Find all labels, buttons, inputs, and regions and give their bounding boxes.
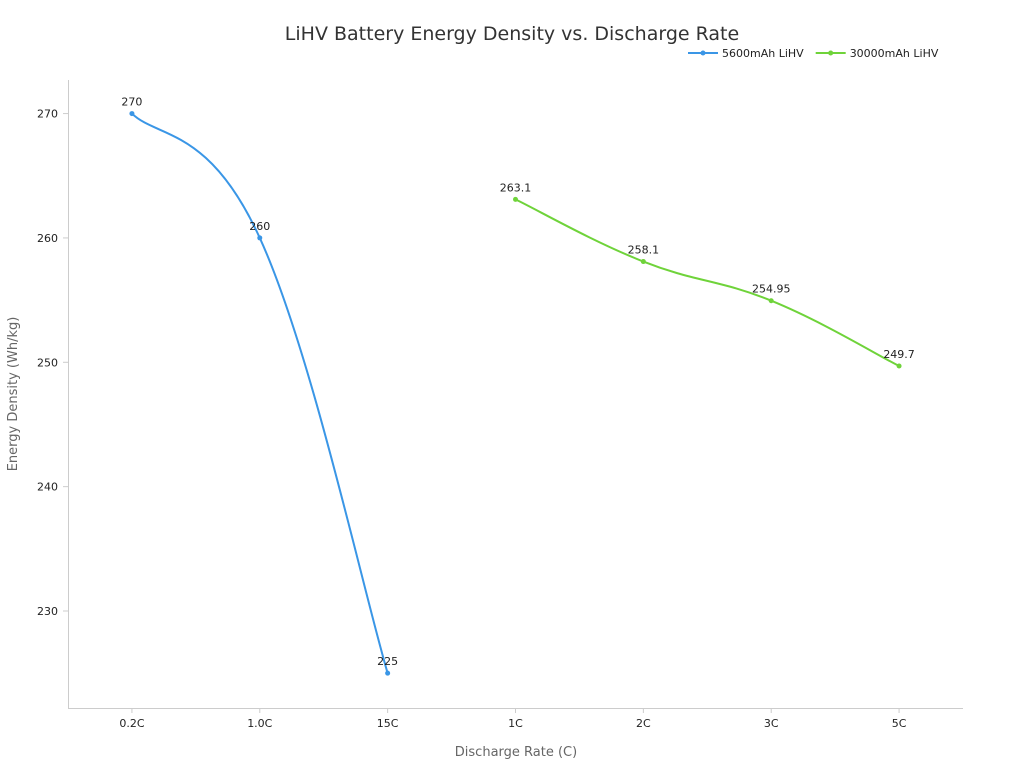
x-axis-title: Discharge Rate (C) xyxy=(455,745,577,760)
legend-item[interactable]: 30000mAh LiHV xyxy=(815,47,939,60)
x-tick-label: 1C xyxy=(508,717,523,730)
legend-label: 5600mAh LiHV xyxy=(722,47,804,60)
data-point[interactable] xyxy=(640,259,646,265)
data-point[interactable] xyxy=(385,670,391,676)
data-point[interactable] xyxy=(768,298,774,304)
legend-marker xyxy=(700,50,706,56)
series-2: 263.1 258.1 254.95 249.7 xyxy=(500,181,915,369)
data-label: 263.1 xyxy=(500,181,532,194)
data-label: 249.7 xyxy=(883,348,915,361)
series-1: 270 260 225 xyxy=(121,96,398,676)
x-tick-label: 3C xyxy=(764,717,779,730)
legend-label: 30000mAh LiHV xyxy=(850,47,939,60)
y-axis-title: Energy Density (Wh/kg) xyxy=(6,317,21,472)
series-line xyxy=(131,112,389,674)
y-tick-label: 230 xyxy=(37,605,58,618)
series-line xyxy=(515,198,900,367)
x-tick-label: 0.2C xyxy=(119,717,144,730)
data-point[interactable] xyxy=(513,196,518,202)
y-tick-label: 270 xyxy=(37,108,58,121)
data-point[interactable] xyxy=(896,363,902,369)
x-tick-label: 2C xyxy=(636,717,651,730)
data-label: 258.1 xyxy=(628,244,660,257)
x-tick-label: 1.0C xyxy=(247,717,272,730)
x-tick-label: 15C xyxy=(377,717,399,730)
data-label: 260 xyxy=(249,220,270,233)
data-label: 254.95 xyxy=(752,283,791,296)
legend-marker xyxy=(828,50,834,56)
data-point[interactable] xyxy=(257,235,263,241)
y-tick-label: 250 xyxy=(37,356,58,369)
data-label: 270 xyxy=(121,96,142,109)
data-point[interactable] xyxy=(129,111,135,117)
y-tick-label: 260 xyxy=(37,232,58,245)
data-label: 225 xyxy=(377,655,398,668)
legend-item[interactable]: 5600mAh LiHV xyxy=(688,47,804,60)
chart-title: LiHV Battery Energy Density vs. Discharg… xyxy=(285,23,739,45)
y-tick-label: 240 xyxy=(37,481,58,494)
x-tick-label: 5C xyxy=(892,717,907,730)
